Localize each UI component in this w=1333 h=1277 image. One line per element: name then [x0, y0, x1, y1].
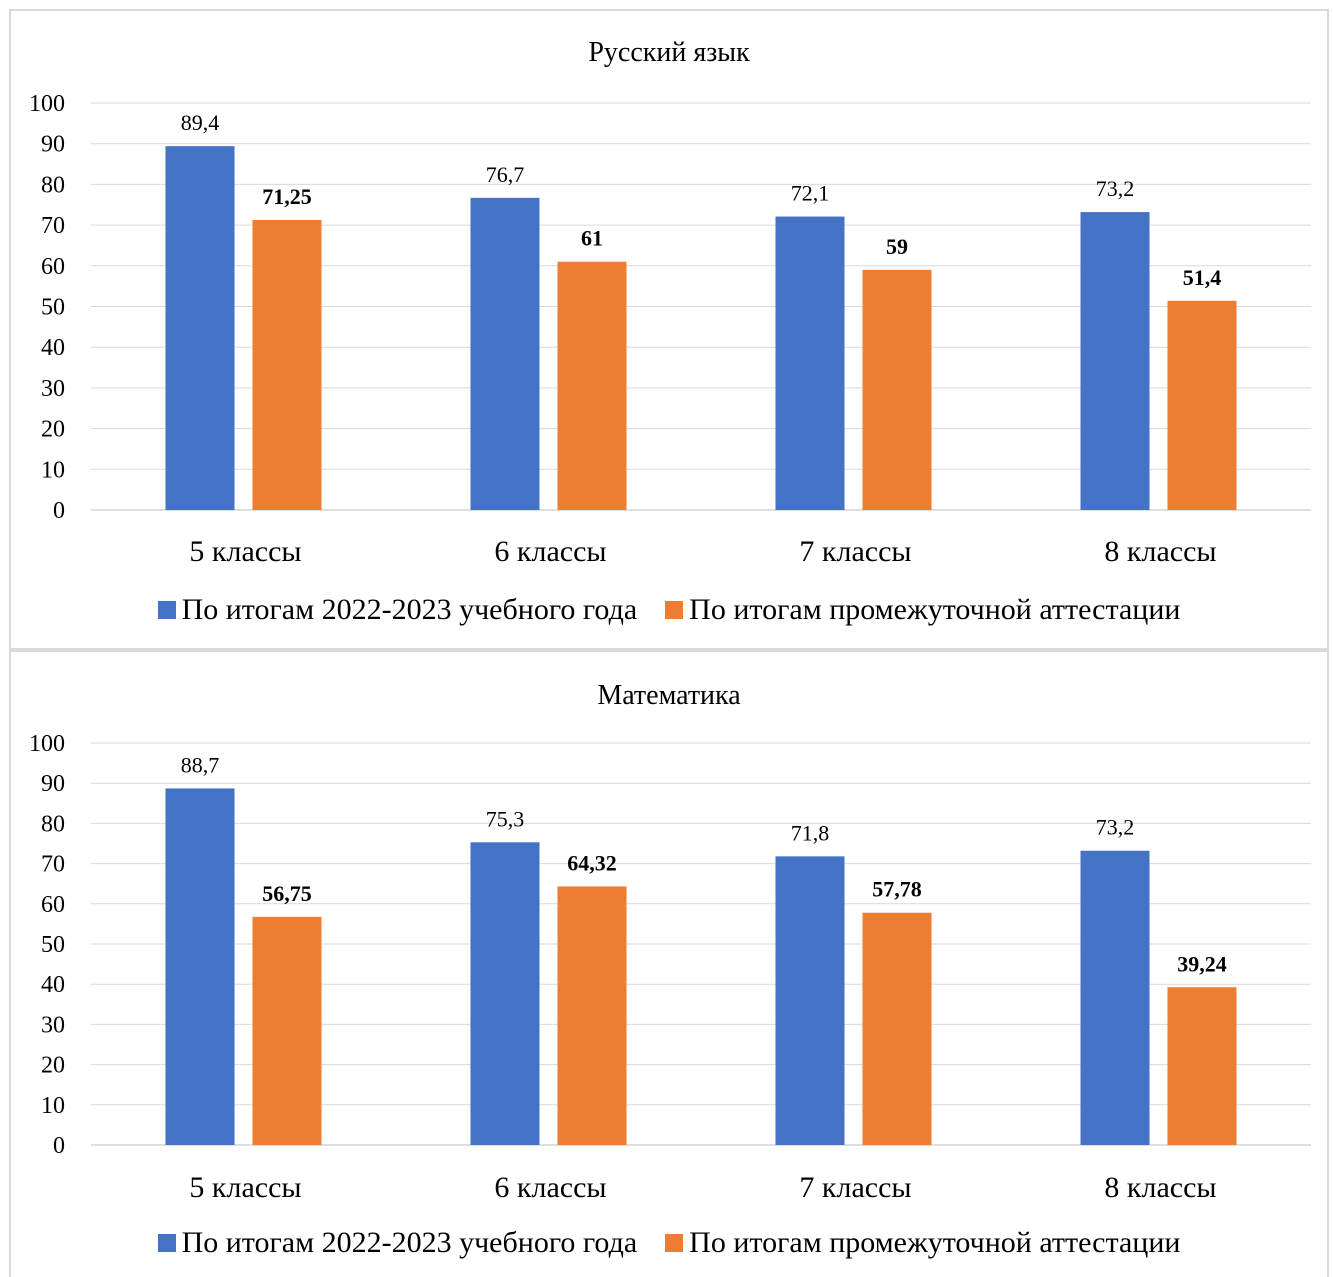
bar	[470, 842, 540, 1145]
bar	[1080, 212, 1150, 511]
bar	[1167, 300, 1237, 510]
y-tick-label: 20	[41, 1053, 65, 1079]
data-label: 56,75	[262, 881, 312, 906]
chart-math: Математика 0 10 20 30 40 50 60 70 80 90 100 5 класс…	[9, 650, 1329, 1277]
data-label: 88,7	[181, 752, 220, 777]
x-category-label: 6 классы	[494, 535, 606, 568]
legend-swatch	[665, 601, 684, 619]
y-tick-label: 80	[41, 172, 65, 198]
bar	[862, 912, 932, 1145]
legend-label: По итогам промежуточной аттестации	[689, 593, 1181, 626]
data-label: 57,78	[872, 877, 922, 902]
data-label: 71,25	[262, 184, 312, 209]
y-tick-label: 60	[41, 892, 65, 918]
data-label: 39,24	[1177, 951, 1227, 976]
y-tick-label: 30	[41, 1012, 65, 1038]
y-tick-label: 20	[41, 417, 65, 443]
data-label: 75,3	[486, 806, 525, 831]
data-label: 73,2	[1096, 176, 1135, 201]
bar	[165, 146, 235, 510]
bar	[252, 916, 322, 1145]
y-tick-label: 40	[41, 335, 65, 361]
legend-swatch	[157, 1234, 176, 1252]
y-tick-label: 60	[41, 254, 65, 280]
legend: По итогам 2022-2023 учебного года По ито…	[11, 1226, 1327, 1260]
bar	[470, 197, 540, 510]
data-label: 72,1	[791, 181, 830, 206]
chart-russian: Русский язык 0 10 20 30 40 50 60 70 80 90 100 5 кла…	[9, 9, 1329, 650]
legend-swatch	[157, 601, 176, 619]
x-category-label: 8 классы	[1104, 1171, 1216, 1204]
data-label: 73,2	[1096, 815, 1135, 840]
legend-label: По итогам промежуточной аттестации	[689, 1226, 1181, 1259]
legend: По итогам 2022-2023 учебного года По ито…	[11, 593, 1327, 627]
y-tick-label: 0	[53, 498, 65, 524]
y-tick-label: 40	[41, 972, 65, 998]
legend-item: По итогам 2022-2023 учебного года	[157, 593, 638, 627]
y-tick-label: 100	[29, 731, 65, 757]
legend-label: По итогам 2022-2023 учебного года	[181, 593, 638, 626]
bar	[557, 886, 627, 1145]
y-tick-label: 30	[41, 376, 65, 402]
x-category-label: 7 классы	[799, 1171, 911, 1204]
legend-item: По итогам промежуточной аттестации	[665, 593, 1180, 627]
data-label: 71,8	[791, 820, 830, 845]
data-label: 59	[886, 234, 908, 259]
y-tick-label: 0	[53, 1133, 65, 1159]
y-tick-label: 70	[41, 213, 65, 239]
bar	[1080, 850, 1150, 1145]
y-tick-label: 50	[41, 932, 65, 958]
bar	[862, 269, 932, 510]
x-category-label: 8 классы	[1104, 535, 1216, 568]
chart-plot: 0 10 20 30 40 50 60 70 80 90 100 5 классы 88,7 56,75 6…	[29, 731, 1311, 1204]
y-tick-label: 10	[41, 457, 65, 483]
bar	[775, 216, 845, 511]
legend-item: По итогам 2022-2023 учебного года	[157, 1226, 638, 1260]
y-tick-label: 80	[41, 811, 65, 837]
x-category-label: 5 классы	[189, 535, 301, 568]
y-tick-label: 90	[41, 132, 65, 158]
chart-title: Русский язык	[588, 37, 750, 68]
x-category-label: 7 классы	[799, 535, 911, 568]
legend-swatch	[665, 1234, 684, 1252]
bar	[165, 788, 235, 1145]
bar	[557, 261, 627, 510]
data-label: 61	[581, 226, 603, 251]
chart-title: Математика	[597, 680, 741, 711]
data-label: 64,32	[567, 850, 617, 875]
y-tick-label: 90	[41, 771, 65, 797]
data-label: 89,4	[181, 110, 220, 135]
bar	[252, 220, 322, 510]
x-category-label: 6 классы	[494, 1171, 606, 1204]
y-tick-label: 50	[41, 295, 65, 321]
legend-item: По итогам промежуточной аттестации	[665, 1226, 1180, 1260]
data-label: 76,7	[486, 162, 525, 187]
y-tick-label: 70	[41, 852, 65, 878]
chart-plot: 0 10 20 30 40 50 60 70 80 90 100 5 классы 89,4 71,25 6…	[29, 91, 1311, 568]
data-label: 51,4	[1183, 265, 1222, 290]
y-tick-label: 100	[29, 91, 65, 117]
bar	[1167, 987, 1237, 1145]
y-tick-label: 10	[41, 1093, 65, 1119]
x-category-label: 5 классы	[189, 1171, 301, 1204]
bar	[775, 856, 845, 1145]
legend-label: По итогам 2022-2023 учебного года	[181, 1226, 638, 1259]
